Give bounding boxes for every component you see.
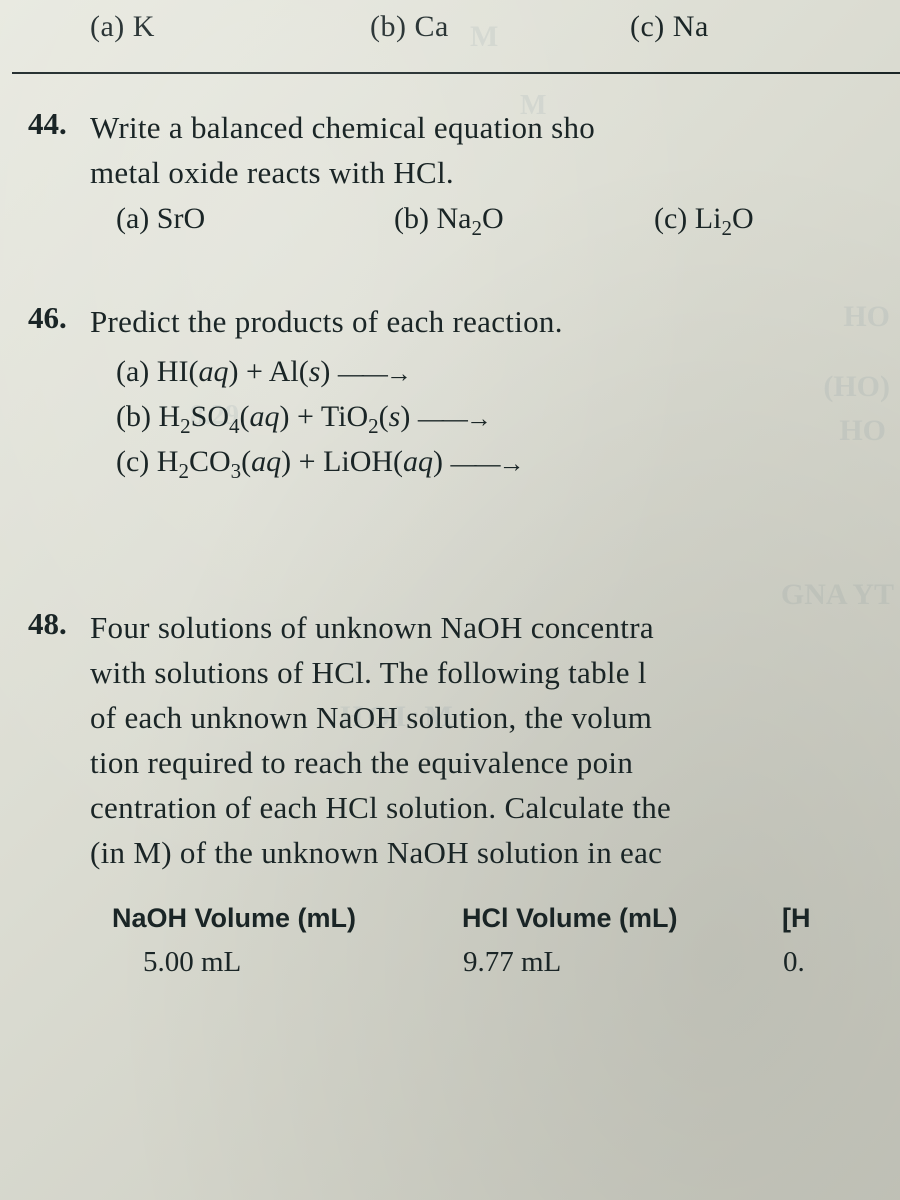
stem-line: with solutions of HCl. The following tab…	[90, 655, 647, 690]
q44-options: (a) SrO (b) Na2O (c) Li2O	[28, 196, 900, 236]
stem-line: of each unknown NaOH solution, the volum	[90, 700, 652, 735]
question-44: 44. Write a balanced chemical equation s…	[0, 74, 900, 258]
question-stem: Four solutions of unknown NaOH concentra…	[90, 606, 892, 876]
cell-naoh-vol: 5.00 mL	[143, 946, 443, 979]
stem-line: metal oxide reacts with HCl.	[90, 155, 454, 190]
option-b: (b) Ca	[370, 10, 630, 44]
option-a: (a) SrO	[116, 202, 394, 236]
cell-hcl-vol: 9.77 mL	[463, 946, 763, 979]
col-header-hcl: HCl Volume (mL)	[462, 903, 762, 934]
reaction-b: (b) H2SO4(aq) + TiO2(s) ——→	[116, 394, 900, 439]
textbook-page: (a) K (b) Ca (c) Na M M 44. Write a bala…	[0, 0, 900, 1200]
reaction-c: (c) H2CO3(aq) + LiOH(aq) ——→	[116, 439, 900, 484]
question-number: 46.	[28, 300, 86, 336]
q46-reactions: (a) HI(aq) + Al(s) ——→ (b) H2SO4(aq) + T…	[28, 345, 900, 484]
question-46: 46. Predict the products of each reactio…	[0, 258, 900, 506]
stem-line: tion required to reach the equivalence p…	[90, 745, 633, 780]
prev-question-options: (a) K (b) Ca (c) Na	[0, 10, 900, 72]
stem-line: Four solutions of unknown NaOH concentra	[90, 610, 654, 645]
question-number: 48.	[28, 606, 86, 642]
col-header-naoh: NaOH Volume (mL)	[112, 903, 442, 934]
reaction-a: (a) HI(aq) + Al(s) ——→	[116, 349, 900, 394]
option-a: (a) K	[90, 10, 370, 44]
option-b: (b) Na2O	[394, 202, 654, 236]
stem-line: centration of each HCl solution. Calcula…	[90, 790, 671, 825]
option-c: (c) Na	[630, 10, 830, 44]
question-number: 44.	[28, 106, 86, 142]
table-row: 5.00 mL 9.77 mL 0.	[28, 940, 900, 979]
stem-line: (in M) of the unknown NaOH solution in e…	[90, 835, 662, 870]
option-c: (c) Li2O	[654, 202, 854, 236]
cell-conc: 0.	[783, 946, 843, 979]
stem-line: Write a balanced chemical equation sho	[90, 110, 595, 145]
question-48: 48. Four solutions of unknown NaOH conce…	[0, 506, 900, 1002]
table-header-row: NaOH Volume (mL) HCl Volume (mL) [H	[28, 875, 900, 940]
col-header-conc: [H	[782, 903, 842, 934]
question-stem: Predict the products of each reaction.	[90, 300, 892, 345]
question-stem: Write a balanced chemical equation sho m…	[90, 106, 892, 196]
